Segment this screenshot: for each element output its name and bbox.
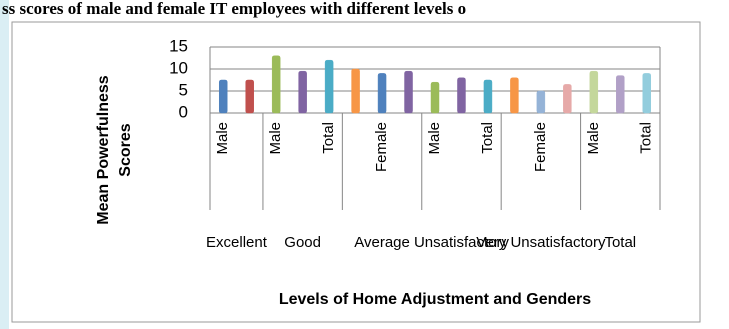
bar bbox=[404, 70, 413, 114]
bar bbox=[377, 73, 387, 114]
group-label: Excellent bbox=[206, 234, 268, 251]
y-tick-label: 5 bbox=[179, 80, 188, 99]
bar bbox=[536, 90, 546, 114]
bar bbox=[245, 79, 254, 114]
x-tick-label: Total bbox=[638, 122, 655, 154]
bar bbox=[324, 59, 334, 114]
bar bbox=[271, 55, 281, 114]
y-axis-label: Mean Powerfulness bbox=[95, 75, 112, 224]
group-label: Total bbox=[604, 234, 636, 251]
x-tick-label: Female bbox=[532, 122, 549, 172]
group-label: Average bbox=[354, 234, 410, 251]
bar bbox=[457, 77, 466, 114]
bar bbox=[563, 84, 572, 114]
y-tick-label: 15 bbox=[169, 36, 188, 55]
x-tick-label: Total bbox=[479, 122, 496, 154]
group-label: Very Unsatisfactory bbox=[476, 234, 606, 251]
heading: ss scores of male and female IT employee… bbox=[2, 0, 466, 18]
y-tick-label: 10 bbox=[169, 58, 188, 77]
bar bbox=[483, 79, 493, 114]
x-tick-label: Total bbox=[320, 122, 337, 154]
x-tick-label: Male bbox=[267, 122, 284, 155]
x-tick-label: Male bbox=[585, 122, 602, 155]
x-tick-label: Male bbox=[214, 122, 231, 155]
bar bbox=[298, 70, 307, 114]
bar bbox=[642, 73, 652, 114]
bar bbox=[351, 68, 360, 114]
x-axis-label: Levels of Home Adjustment and Genders bbox=[279, 291, 591, 308]
chart-frame bbox=[11, 21, 701, 323]
y-axis-label: Scores bbox=[117, 123, 134, 176]
y-tick-label: 0 bbox=[179, 102, 188, 121]
bar bbox=[430, 81, 440, 114]
margin-stripe bbox=[0, 0, 9, 329]
bar bbox=[616, 75, 625, 114]
x-tick-label: Male bbox=[426, 122, 443, 155]
bar bbox=[589, 70, 599, 114]
bar bbox=[510, 77, 519, 114]
group-label: Good bbox=[284, 234, 321, 251]
bar bbox=[218, 79, 228, 114]
group-label: Unsatisfactory bbox=[414, 234, 510, 251]
x-tick-label: Female bbox=[373, 122, 390, 172]
